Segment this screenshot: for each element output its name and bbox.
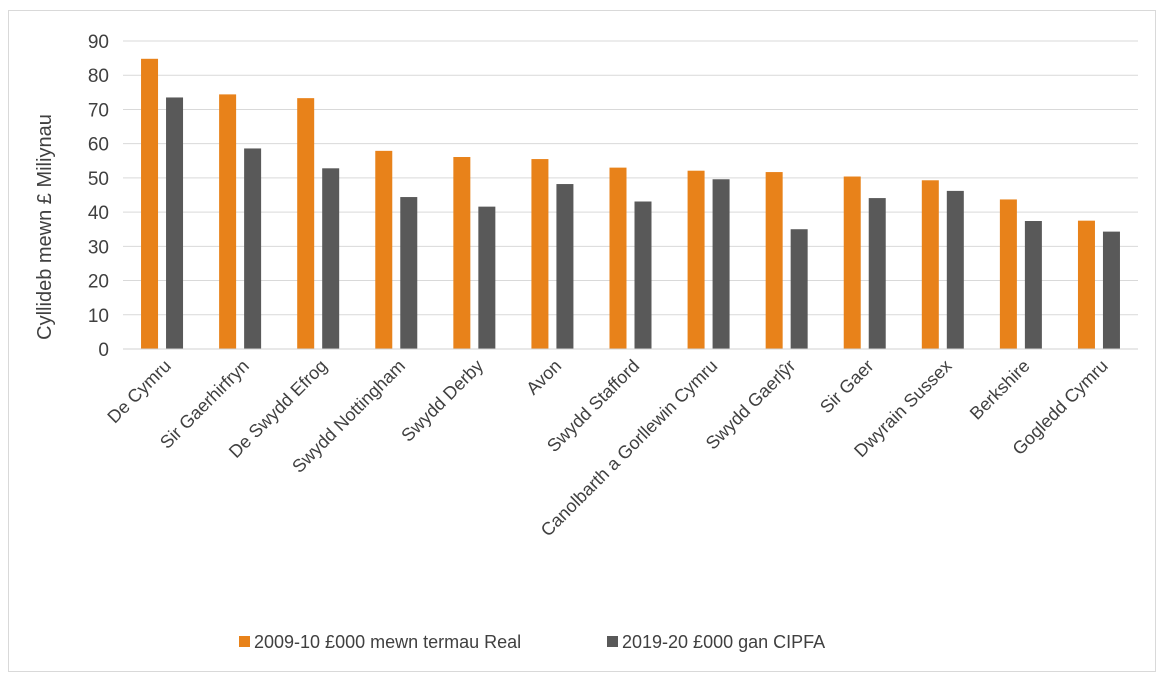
x-tick-label: De Cymru [103, 356, 174, 427]
legend: 2009-10 £000 mewn termau Real 2019-20 £00… [239, 632, 825, 652]
bar [219, 94, 237, 350]
bar [322, 168, 340, 349]
bar [946, 190, 964, 349]
bar [843, 176, 861, 349]
x-tick-label: Avon [522, 356, 565, 399]
legend-label: 2019-20 £000 gan CIPFA [622, 632, 825, 652]
chart-frame: 0 10 20 30 40 50 60 70 80 90 De Cymru Sir Gaerhirf… [8, 10, 1156, 672]
bar [609, 167, 627, 349]
bar [166, 97, 184, 349]
y-tick-label: 80 [88, 66, 109, 87]
bar [453, 157, 471, 349]
x-tick-label: Swydd Derby [397, 356, 487, 446]
legend-label: 2009-10 £000 mewn termau Real [254, 632, 521, 652]
bar [1102, 231, 1120, 349]
x-tick-label: Sir Gaer [816, 356, 878, 418]
bar [556, 184, 574, 349]
y-tick-label: 30 [88, 237, 109, 258]
bars [141, 58, 1120, 350]
y-axis-label: Cyllideb mewn £ Miliynau [34, 114, 56, 340]
y-tick-label: 0 [98, 340, 109, 361]
bar [400, 197, 418, 349]
bar [765, 172, 783, 349]
y-axis-ticks: 0 10 20 30 40 50 60 70 80 90 [88, 32, 109, 361]
y-tick-label: 70 [88, 100, 109, 121]
legend-swatch [239, 636, 250, 647]
legend-swatch [607, 636, 618, 647]
bar [712, 179, 730, 349]
y-tick-label: 50 [88, 169, 109, 190]
bar [687, 170, 705, 349]
bar [868, 198, 886, 349]
y-tick-label: 60 [88, 135, 109, 156]
y-tick-label: 40 [88, 203, 109, 224]
bar [999, 199, 1017, 349]
y-tick-label: 90 [88, 32, 109, 53]
bar [1024, 221, 1042, 349]
y-tick-label: 20 [88, 272, 109, 293]
bar [531, 159, 549, 349]
x-tick-label: Berkshire [966, 356, 1034, 424]
gridlines [123, 40, 1138, 316]
bar [790, 229, 808, 349]
bar [375, 150, 393, 349]
bar [478, 206, 496, 349]
bar [244, 148, 262, 349]
bar [921, 180, 939, 349]
bar [297, 98, 315, 349]
bar [1077, 220, 1095, 349]
y-tick-label: 10 [88, 306, 109, 327]
bar [141, 58, 159, 349]
bar [634, 201, 652, 349]
